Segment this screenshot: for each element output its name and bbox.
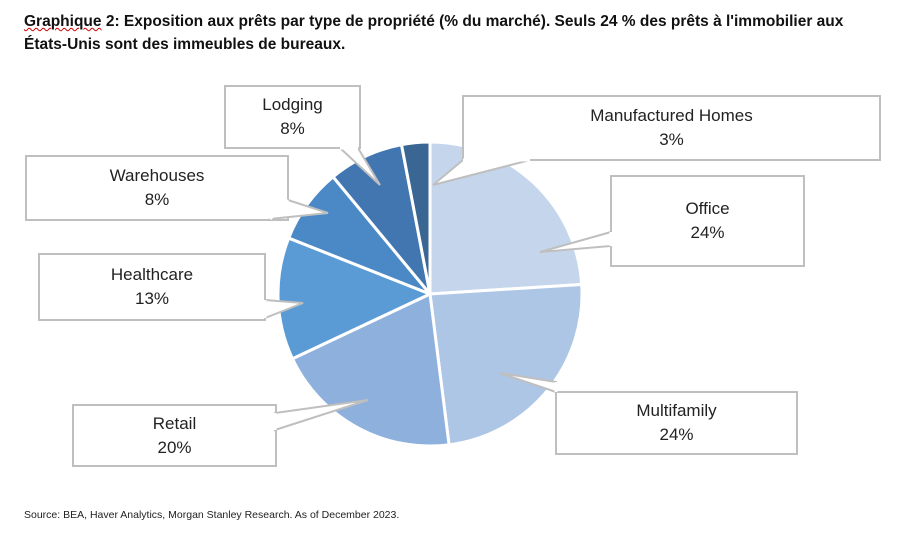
label-lodging: Lodging 8% bbox=[224, 85, 361, 149]
label-retail: Retail 20% bbox=[72, 404, 277, 467]
label-text: Multifamily bbox=[636, 401, 717, 420]
label-text: Warehouses bbox=[109, 166, 205, 185]
label-multifamily: Multifamily 24% bbox=[555, 391, 798, 455]
callout-pointer-healthcare bbox=[264, 298, 304, 320]
label-value: 24% bbox=[659, 425, 694, 444]
callout-pointer-lodging bbox=[337, 147, 381, 186]
pie-slice-multifamily bbox=[428, 282, 584, 447]
callout-pointer-retail bbox=[274, 399, 369, 432]
pie-slice-healthcare bbox=[276, 236, 434, 361]
pie-slice-office bbox=[428, 140, 584, 296]
title-rest: 2: Exposition aux prêts par type de prop… bbox=[24, 13, 844, 53]
label-value: 20% bbox=[157, 437, 192, 457]
label-office: Office 24% bbox=[610, 175, 805, 267]
callout-pointer-manufactured-homes bbox=[432, 159, 531, 186]
pie-slice-manufactured-homes bbox=[399, 140, 432, 295]
callout-pointer-multifamily bbox=[499, 372, 557, 394]
label-value: 3% bbox=[659, 130, 684, 149]
label-text: Manufactured Homes bbox=[590, 106, 753, 125]
label-value: 8% bbox=[280, 119, 305, 138]
label-healthcare: Healthcare 13% bbox=[38, 253, 266, 321]
callout-pointer-office bbox=[539, 230, 612, 253]
label-text: Healthcare bbox=[110, 265, 194, 284]
title-first-word: Graphique bbox=[24, 13, 102, 30]
label-text: Office bbox=[685, 199, 730, 218]
label-value: 13% bbox=[134, 289, 170, 308]
label-warehouses: Warehouses 8% bbox=[25, 155, 289, 221]
label-manufactured-homes: Manufactured Homes 3% bbox=[462, 95, 881, 161]
callout-pointer-joint bbox=[268, 198, 290, 221]
label-value: 8% bbox=[144, 190, 170, 209]
source-note: Source: BEA, Haver Analytics, Morgan Sta… bbox=[24, 509, 400, 521]
chart-title: Graphique 2: Exposition aux prêts par ty… bbox=[24, 10, 884, 56]
label-text: Lodging bbox=[262, 95, 323, 114]
label-text: Retail bbox=[152, 413, 197, 433]
label-value: 24% bbox=[690, 223, 725, 242]
